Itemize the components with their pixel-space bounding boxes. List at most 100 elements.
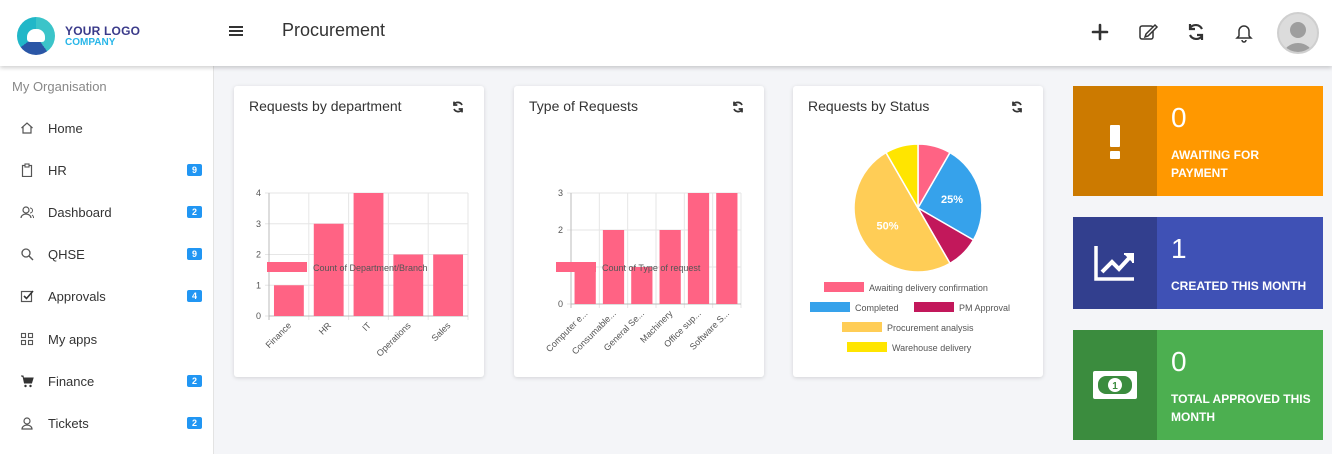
count-badge: 2	[187, 417, 202, 429]
sidebar-item-approvals[interactable]: Approvals 4	[0, 277, 213, 315]
sidebar-item-label: My apps	[48, 332, 98, 347]
tile-value: 1	[1171, 233, 1187, 264]
legend-swatch	[847, 342, 887, 352]
sidebar-item-label: Approvals	[48, 289, 106, 304]
legend-swatch	[914, 302, 954, 312]
logo-text-line1: YOUR LOGO	[65, 24, 141, 38]
sidebar-item-label: HR	[48, 163, 67, 178]
x-tick-label: HR	[317, 320, 334, 337]
refresh-icon[interactable]	[1009, 99, 1025, 115]
bar	[574, 267, 596, 304]
clipboard-icon	[21, 163, 33, 177]
awaiting-payment-tile[interactable]: 0 AWAITING FOR PAYMENT	[1073, 86, 1323, 196]
page-title: Procurement	[282, 20, 386, 40]
money-icon: 1	[1093, 371, 1137, 399]
requests-by-department-card: Requests by department 0 1 2 3 4 Finance HR IT O…	[234, 86, 484, 377]
legend-label: Warehouse delivery	[892, 343, 972, 353]
bell-icon[interactable]	[1232, 20, 1256, 44]
legend-swatch	[824, 282, 864, 292]
sidebar-item-hr[interactable]: HR 9	[0, 151, 213, 189]
tile-caption: TOTAL APPROVED THIS MONTH	[1171, 392, 1311, 424]
sidebar-item-home[interactable]: Home	[0, 109, 213, 147]
user-icon	[21, 417, 33, 430]
exclamation-icon	[1110, 125, 1120, 159]
created-this-month-tile[interactable]: 1 CREATED THIS MONTH	[1073, 217, 1323, 309]
tile-caption: AWAITING FOR PAYMENT	[1171, 148, 1259, 180]
grid-icon	[20, 332, 34, 346]
card-title: Type of Requests	[529, 98, 638, 114]
sidebar-item-label: Finance	[48, 374, 95, 389]
pie-data-label: 50%	[877, 221, 899, 233]
y-tick-label: 1	[256, 280, 261, 290]
pie-data-label: 25%	[941, 194, 963, 206]
count-badge: 2	[187, 375, 202, 387]
edit-icon[interactable]	[1136, 20, 1160, 44]
home-icon	[21, 122, 33, 134]
status-pie-chart: 25% 50% Awaiting delivery confirmation Comp…	[810, 143, 1010, 353]
legend-label: Completed	[855, 303, 899, 313]
y-tick-label: 2	[256, 250, 261, 260]
search-icon	[21, 248, 34, 261]
bar	[393, 254, 424, 316]
company-logo[interactable]: YOUR LOGO COMPANY	[17, 15, 157, 55]
plus-icon[interactable]	[1088, 20, 1112, 44]
user-avatar[interactable]	[1277, 12, 1319, 54]
legend-label: Count of Type of request	[602, 263, 701, 273]
pie-slice	[884, 143, 919, 211]
sidebar-item-label: Tickets	[48, 416, 89, 431]
bar	[716, 193, 738, 304]
y-tick-label: 4	[256, 188, 261, 198]
y-tick-label: 0	[256, 311, 261, 321]
x-tick-label: Operations	[375, 320, 414, 359]
total-approved-tile[interactable]: 1 0 TOTAL APPROVED THIS MONTH	[1073, 330, 1323, 440]
organisation-label: My Organisation	[12, 79, 107, 94]
sidebar-item-label: Home	[48, 121, 83, 136]
department-bar-chart: 0 1 2 3 4 Finance HR IT Operations Sales Count of …	[256, 188, 469, 359]
legend-label: Procurement analysis	[887, 323, 974, 333]
type-of-requests-card: Type of Requests 0123Computer e...Consum…	[514, 86, 764, 377]
y-tick-label: 3	[558, 188, 563, 198]
bar	[273, 285, 304, 316]
trend-up-icon	[1094, 246, 1134, 281]
check-square-icon	[20, 290, 34, 303]
request-type-bar-chart: 0123Computer e...Consumable...General Se…	[544, 188, 742, 356]
refresh-icon[interactable]	[730, 99, 746, 115]
bar	[687, 193, 710, 304]
sidebar-item-my-apps[interactable]: My apps	[0, 320, 213, 358]
logo-mark-icon	[17, 17, 55, 55]
bar	[602, 230, 625, 304]
count-badge: 2	[187, 206, 202, 218]
card-title: Requests by department	[249, 98, 402, 114]
tile-value: 0	[1171, 102, 1187, 133]
pie-slice	[853, 151, 952, 273]
count-badge: 4	[187, 290, 202, 302]
cart-icon	[21, 375, 34, 388]
sidebar-item-dashboard[interactable]: Dashboard 2	[0, 193, 213, 231]
tile-caption: CREATED THIS MONTH	[1171, 279, 1307, 293]
pie-slice	[916, 151, 983, 242]
sidebar-item-qhse[interactable]: QHSE 9	[0, 235, 213, 273]
sidebar-item-finance[interactable]: Finance 2	[0, 362, 213, 400]
sidebar-item-label: Dashboard	[48, 205, 112, 220]
legend-swatch	[842, 322, 882, 332]
y-tick-label: 3	[256, 219, 261, 229]
top-bar: YOUR LOGO COMPANY Procurement	[0, 0, 1332, 66]
bar	[659, 230, 681, 304]
legend-label: Count of Department/Branch	[313, 263, 428, 273]
refresh-icon[interactable]	[1184, 20, 1208, 44]
x-tick-label: IT	[360, 320, 373, 333]
sidebar: My Organisation Home HR 9 Dashboard 2 QH…	[0, 66, 214, 454]
bar	[631, 267, 653, 304]
legend-swatch	[267, 262, 307, 272]
refresh-icon[interactable]	[450, 99, 466, 115]
bar	[313, 223, 344, 316]
count-badge: 9	[187, 164, 202, 176]
x-tick-label: Sales	[430, 320, 453, 343]
tile-icon-area: 1	[1073, 330, 1157, 440]
tile-icon-area	[1073, 217, 1157, 309]
bar	[433, 254, 464, 316]
sidebar-item-tickets[interactable]: Tickets 2	[0, 404, 213, 442]
bar	[353, 193, 384, 316]
x-tick-label: Finance	[264, 320, 294, 350]
menu-toggle-icon[interactable]	[229, 24, 243, 40]
